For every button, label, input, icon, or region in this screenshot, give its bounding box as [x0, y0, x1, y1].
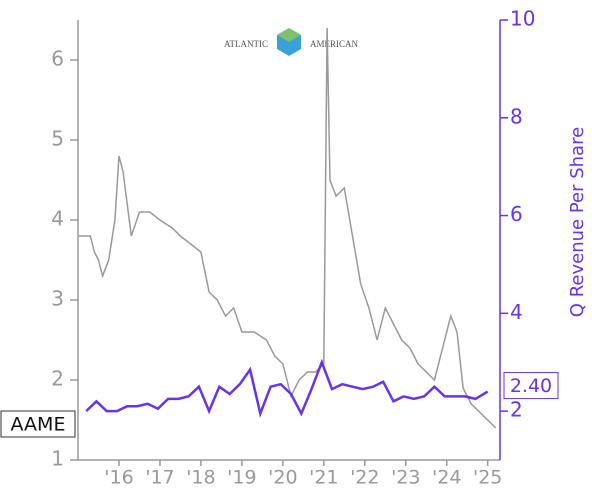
series-label: AAME [11, 414, 66, 436]
y2-tick-label: 2 [510, 398, 523, 422]
series-line [78, 27, 497, 429]
y2-tick-label: 6 [510, 202, 523, 226]
y2-tick-label: 4 [510, 300, 523, 324]
x-tick-label: '24 [432, 467, 461, 489]
logo-text: AMERICAN [310, 39, 359, 49]
x-tick-label: '25 [473, 467, 502, 489]
y-tick-label: 3 [51, 287, 64, 311]
logo-text: ATLANTIC [224, 39, 268, 49]
x-tick-label: '22 [350, 467, 379, 489]
logo-icon-top [277, 28, 301, 42]
x-tick-label: '20 [268, 467, 297, 489]
x-tick-label: '19 [227, 467, 256, 489]
x-tick-label: '23 [391, 467, 420, 489]
y-tick-label: 2 [51, 367, 64, 391]
y-tick-label: 5 [51, 127, 64, 151]
y2-axis-label: Q Revenue Per Share [567, 127, 588, 317]
x-tick-label: '21 [309, 467, 338, 489]
y-tick-label: 4 [51, 207, 64, 231]
x-tick-label: '16 [104, 467, 133, 489]
series-line [85, 358, 489, 418]
series-label-box [0, 410, 76, 438]
x-tick-label: '17 [145, 467, 174, 489]
y-tick-label: 1 [51, 447, 64, 471]
y2-tick-label: 8 [510, 104, 523, 128]
logo: ATLANTIC AMERICAN [224, 28, 359, 56]
y2-tick-label: 10 [510, 7, 535, 31]
x-tick-label: '18 [186, 467, 215, 489]
value-label-box [503, 372, 559, 400]
value-label: 2.40 [510, 375, 552, 397]
y-tick-label: 6 [51, 47, 64, 71]
